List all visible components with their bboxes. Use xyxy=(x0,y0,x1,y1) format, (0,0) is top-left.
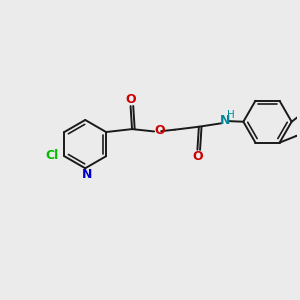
Text: O: O xyxy=(155,124,165,137)
Text: N: N xyxy=(82,168,92,181)
Text: O: O xyxy=(125,93,136,106)
Text: O: O xyxy=(192,150,203,163)
Text: N: N xyxy=(220,114,231,127)
Text: H: H xyxy=(227,110,235,120)
Text: Cl: Cl xyxy=(45,149,58,162)
